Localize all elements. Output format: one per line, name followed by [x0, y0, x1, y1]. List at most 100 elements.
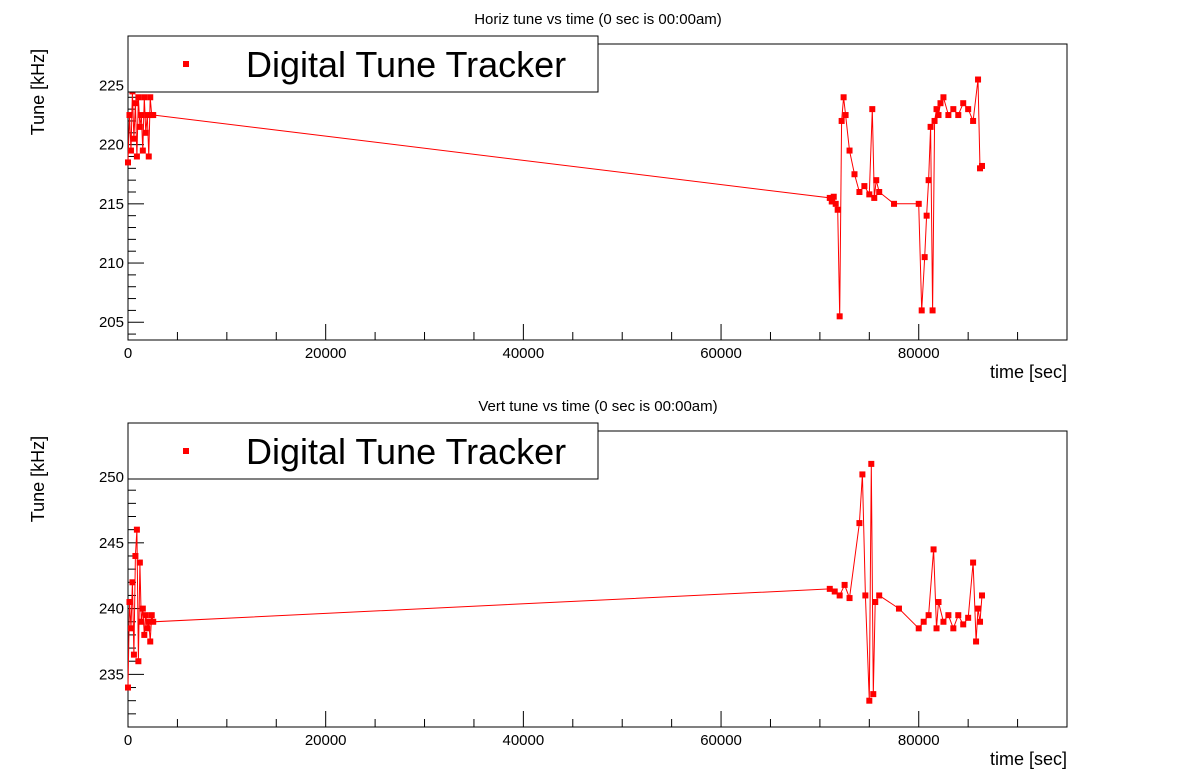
data-point — [921, 254, 928, 261]
data-point — [978, 162, 985, 169]
data-point — [138, 112, 145, 119]
x-tick-label: 0 — [124, 732, 132, 749]
x-tick-label: 80000 — [898, 345, 940, 362]
data-point — [138, 618, 145, 625]
data-point — [141, 631, 148, 638]
y-tick-label: 210 — [99, 255, 124, 272]
data-point — [978, 592, 985, 599]
data-point — [859, 471, 866, 478]
data-point — [920, 618, 927, 625]
data-point — [975, 605, 982, 612]
data-point — [866, 191, 873, 198]
legend-marker — [183, 61, 189, 67]
data-point — [866, 697, 873, 704]
data-point — [935, 112, 942, 119]
series-line — [127, 463, 983, 701]
data-point — [868, 460, 875, 467]
data-point — [147, 638, 154, 645]
data-point — [975, 76, 982, 83]
data-point — [937, 100, 944, 107]
data-point — [945, 112, 952, 119]
data-point — [873, 177, 880, 184]
x-ticks: 0 20000 40000 60000 80000 — [124, 324, 1068, 362]
data-point — [144, 625, 151, 632]
x-tick-label: 40000 — [503, 345, 545, 362]
data-point — [139, 147, 146, 154]
data-point — [945, 612, 952, 619]
data-point — [870, 691, 877, 698]
data-point — [960, 621, 967, 628]
data-point — [142, 129, 149, 136]
x-ticks: 0 20000 40000 60000 80000 — [124, 711, 1068, 749]
x-tick-label: 80000 — [898, 732, 940, 749]
data-point — [955, 112, 962, 119]
data-point — [950, 106, 957, 113]
data-point — [127, 625, 134, 632]
y-axis-label: Tune [kHz] — [28, 436, 48, 522]
x-tick-label: 20000 — [305, 345, 347, 362]
data-point — [147, 94, 154, 101]
data-point — [955, 612, 962, 619]
data-point — [891, 200, 898, 207]
data-point — [135, 658, 142, 665]
data-point — [915, 200, 922, 207]
data-point — [126, 112, 133, 119]
data-point — [838, 117, 845, 124]
y-axis-label: Tune [kHz] — [28, 49, 48, 135]
data-point — [141, 94, 148, 101]
data-point — [130, 135, 137, 142]
data-point — [935, 599, 942, 606]
data-point — [862, 592, 869, 599]
data-point — [927, 123, 934, 130]
data-point — [828, 198, 835, 205]
x-tick-label: 60000 — [700, 345, 742, 362]
data-point — [826, 585, 833, 592]
x-axis-label: time [sec] — [990, 749, 1067, 769]
legend-box — [127, 422, 599, 480]
data-point — [965, 106, 972, 113]
y-tick-label: 235 — [99, 666, 124, 683]
horiz-tune-svg: Horiz tune vs time (0 sec is 00:00am) Tu… — [28, 11, 1068, 382]
y-ticks: 205 210 215 220 225 — [99, 49, 144, 335]
data-point — [840, 94, 847, 101]
data-point — [876, 189, 883, 195]
y-tick-label: 205 — [99, 314, 124, 331]
x-tick-label: 0 — [124, 345, 132, 362]
data-point — [830, 193, 837, 200]
data-point — [133, 153, 140, 160]
data-point — [977, 618, 984, 625]
data-point — [895, 605, 902, 612]
data-point — [931, 117, 938, 124]
data-point — [130, 651, 137, 658]
data-point — [923, 212, 930, 219]
data-point — [142, 612, 149, 619]
data-point — [950, 625, 957, 632]
data-point — [842, 112, 849, 119]
data-point — [826, 194, 833, 201]
data-point — [940, 618, 947, 625]
data-point — [915, 625, 922, 632]
data-point — [869, 106, 876, 113]
data-point — [135, 94, 142, 101]
data-point — [940, 94, 947, 101]
data-point — [145, 153, 152, 160]
data-point — [965, 614, 972, 621]
data-point — [127, 147, 134, 154]
data-point — [970, 117, 977, 124]
data-point — [136, 123, 143, 130]
data-point — [144, 112, 151, 119]
data-point — [871, 194, 878, 201]
data-point — [918, 307, 925, 314]
data-point — [876, 592, 883, 599]
data-point — [960, 100, 967, 107]
data-point — [930, 546, 937, 553]
horiz-tune-chart: Horiz tune vs time (0 sec is 00:00am) Tu… — [28, 11, 1068, 382]
x-tick-label: 20000 — [305, 732, 347, 749]
y-ticks: 235 240 245 250 — [99, 437, 144, 728]
legend-box — [127, 35, 599, 93]
legend-label: Digital Tune Tracker — [246, 44, 566, 85]
data-point — [970, 559, 977, 566]
data-point — [841, 581, 848, 588]
chart-title: Vert tune vs time (0 sec is 00:00am) — [478, 398, 717, 415]
data-point — [872, 599, 879, 606]
